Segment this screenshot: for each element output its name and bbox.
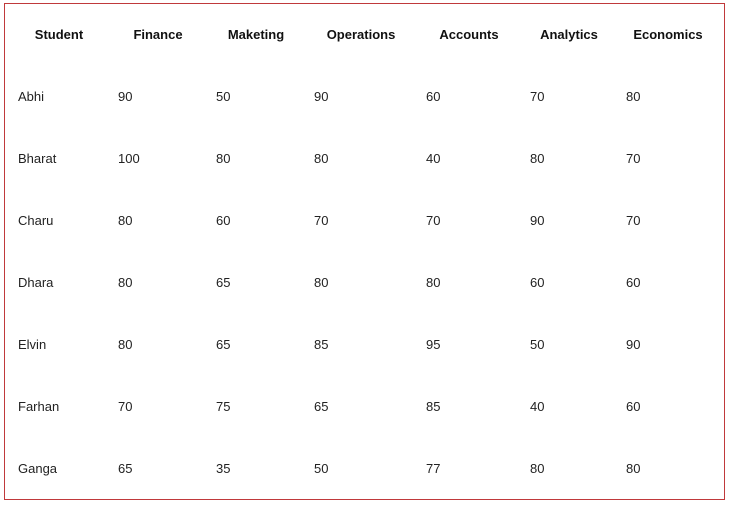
header-analytics: Analytics: [540, 26, 598, 42]
cell-finance: 70: [118, 398, 133, 414]
cell-student: Farhan: [18, 398, 60, 414]
header-economics: Economics: [633, 26, 703, 42]
cell-accounts: 40: [426, 150, 441, 166]
table-row: Charu 80 60 70 70 90 70: [9, 189, 719, 251]
table-row: Elvin 80 65 85 95 50 90: [9, 313, 719, 375]
cell-accounts: 85: [426, 398, 441, 414]
cell-finance: 100: [118, 150, 140, 166]
cell-operations: 70: [314, 212, 329, 228]
table-row: Abhi 90 50 90 60 70 80: [9, 65, 719, 127]
cell-student: Ganga: [18, 460, 58, 476]
header-row: Student Finance Maketing Operations Acco…: [9, 3, 719, 65]
cell-maketing: 80: [216, 150, 231, 166]
cell-finance: 80: [118, 274, 133, 290]
cell-student: Elvin: [18, 336, 47, 352]
header-finance: Finance: [133, 26, 183, 42]
header-operations: Operations: [326, 26, 396, 42]
cell-economics: 90: [626, 336, 641, 352]
cell-maketing: 50: [216, 88, 231, 104]
cell-student: Dhara: [18, 274, 54, 290]
cell-operations: 85: [314, 336, 329, 352]
table-row: Dhara 80 65 80 80 60 60: [9, 251, 719, 313]
scores-table: Student Finance Maketing Operations Acco…: [9, 3, 719, 499]
cell-student: Bharat: [18, 150, 57, 166]
cell-analytics: 40: [530, 398, 545, 414]
cell-maketing: 65: [216, 274, 231, 290]
cell-finance: 65: [118, 460, 133, 476]
cell-accounts: 95: [426, 336, 441, 352]
cell-analytics: 70: [530, 88, 545, 104]
cell-maketing: 35: [216, 460, 231, 476]
cell-economics: 80: [626, 88, 641, 104]
cell-accounts: 60: [426, 88, 441, 104]
cell-analytics: 80: [530, 460, 545, 476]
cell-operations: 80: [314, 150, 329, 166]
cell-accounts: 77: [426, 460, 441, 476]
cell-analytics: 80: [530, 150, 545, 166]
cell-operations: 50: [314, 460, 329, 476]
cell-finance: 80: [118, 336, 133, 352]
cell-economics: 80: [626, 460, 641, 476]
cell-accounts: 70: [426, 212, 441, 228]
cell-analytics: 90: [530, 212, 545, 228]
cell-student: Abhi: [18, 88, 45, 104]
cell-operations: 90: [314, 88, 329, 104]
table-frame: [4, 3, 725, 500]
cell-student: Charu: [18, 212, 54, 228]
cell-maketing: 65: [216, 336, 231, 352]
cell-operations: 80: [314, 274, 329, 290]
cell-economics: 70: [626, 212, 641, 228]
cell-accounts: 80: [426, 274, 441, 290]
cell-analytics: 60: [530, 274, 545, 290]
cell-maketing: 75: [216, 398, 231, 414]
cell-economics: 60: [626, 398, 641, 414]
cell-economics: 60: [626, 274, 641, 290]
cell-analytics: 50: [530, 336, 545, 352]
table-row: Farhan 70 75 65 85 40 60: [9, 375, 719, 437]
header-student: Student: [34, 26, 84, 42]
header-accounts: Accounts: [439, 26, 499, 42]
table-row: Bharat 100 80 80 40 80 70: [9, 127, 719, 189]
header-maketing: Maketing: [227, 26, 285, 42]
cell-operations: 65: [314, 398, 329, 414]
table-row: Ganga 65 35 50 77 80 80: [9, 437, 719, 499]
cell-economics: 70: [626, 150, 641, 166]
cell-finance: 90: [118, 88, 133, 104]
cell-finance: 80: [118, 212, 133, 228]
cell-maketing: 60: [216, 212, 231, 228]
